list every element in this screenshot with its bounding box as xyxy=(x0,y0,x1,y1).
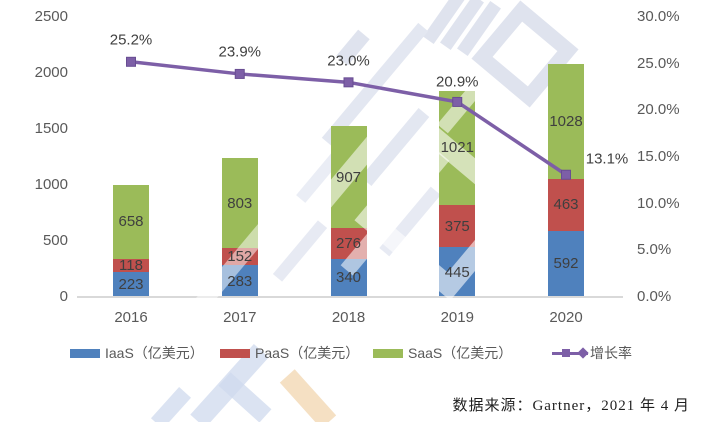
legend-item-series: SaaS（亿美元） xyxy=(373,344,512,362)
watermark-fragment xyxy=(218,372,272,422)
line-marker xyxy=(126,56,136,67)
bar-value-label: 283 xyxy=(227,272,253,290)
right-axis-tick-label: 15.0% xyxy=(637,148,680,165)
left-axis-tick-label: 500 xyxy=(42,232,68,249)
data-source-note: 数据来源：Gartner，2021 年 4 月 xyxy=(452,398,690,414)
watermark-fragment xyxy=(272,220,328,282)
right-axis-tick-label: 25.0% xyxy=(637,54,680,72)
left-axis-tick-label: 2000 xyxy=(34,64,68,81)
legend-line-marker-icon xyxy=(552,345,589,361)
bar-value-label: 276 xyxy=(335,234,362,252)
category-label: 2020 xyxy=(549,309,583,326)
legend-label: IaaS（亿美元） xyxy=(105,345,204,361)
bar-value-label: 152 xyxy=(227,248,253,266)
left-axis-tick-label: 1500 xyxy=(34,120,68,137)
category-label: 2016 xyxy=(114,309,148,326)
legend-label: 增长率 xyxy=(590,345,632,361)
right-axis-tick-label: 30.0% xyxy=(637,8,680,25)
watermark-fragment xyxy=(440,0,484,50)
category-label: 2017 xyxy=(223,309,257,326)
bar-value-label: 118 xyxy=(119,256,143,274)
growth-value-label: 23.0% xyxy=(327,52,370,70)
legend-square-marker xyxy=(562,349,570,357)
bar-value-label: 223 xyxy=(118,276,144,293)
x-axis-line xyxy=(77,296,623,298)
category-label: 2019 xyxy=(440,309,474,326)
bar-value-label: 803 xyxy=(227,194,253,212)
growth-value-label: 20.9% xyxy=(435,73,479,91)
bar-segment xyxy=(113,258,149,272)
growth-value-label: 13.1% xyxy=(585,150,629,168)
bar-value-label: 592 xyxy=(553,255,579,273)
bar-value-label: 463 xyxy=(553,196,579,214)
bar-segment xyxy=(548,230,584,297)
watermark-fragment xyxy=(379,186,441,257)
bar-value-label: 1028 xyxy=(549,112,583,130)
category-label: 2018 xyxy=(331,309,366,326)
left-axis-tick-label: 1000 xyxy=(34,176,68,193)
line-marker xyxy=(234,68,245,79)
line-marker xyxy=(343,77,354,88)
right-axis-tick-label: 10.0% xyxy=(637,194,680,212)
legend-label: PaaS（亿美元） xyxy=(255,345,360,361)
left-axis-tick-label: 2500 xyxy=(34,8,68,25)
bar-segment xyxy=(548,178,584,231)
growth-value-label: 25.2% xyxy=(109,31,153,49)
legend-swatch-icon xyxy=(373,348,403,358)
bar-value-label: 375 xyxy=(444,217,470,235)
watermark-fragment xyxy=(279,369,337,422)
right-axis-tick-label: 0.0% xyxy=(637,288,672,305)
legend-item-series: IaaS（亿美元） xyxy=(70,344,204,362)
watermark-fragment xyxy=(151,387,191,422)
right-axis-tick-label: 20.0% xyxy=(637,101,680,119)
bar-segment xyxy=(113,272,149,297)
bar-segment xyxy=(113,185,149,259)
growth-value-label: 23.9% xyxy=(218,43,262,61)
watermark-fragment xyxy=(457,1,501,56)
bar-value-label: 907 xyxy=(335,168,362,186)
legend-label: SaaS（亿美元） xyxy=(408,345,513,361)
legend-line-segment xyxy=(552,351,588,355)
bar-value-label: 658 xyxy=(118,213,144,231)
bar-value-label: 340 xyxy=(335,269,362,287)
legend-swatch-icon xyxy=(220,348,250,358)
watermark-fragment xyxy=(423,0,467,44)
watermark-fragment xyxy=(360,108,430,186)
legend-diamond-marker xyxy=(577,347,589,359)
legend-item-growth-rate: 增长率 xyxy=(552,344,632,362)
legend-swatch-icon xyxy=(70,348,100,358)
bar-value-label: 1021 xyxy=(440,139,474,157)
bar-value-label: 445 xyxy=(444,263,470,281)
legend-item-series: PaaS（亿美元） xyxy=(220,344,359,362)
right-axis-tick-label: 5.0% xyxy=(637,241,672,259)
left-axis-tick-label: 0 xyxy=(59,288,68,305)
